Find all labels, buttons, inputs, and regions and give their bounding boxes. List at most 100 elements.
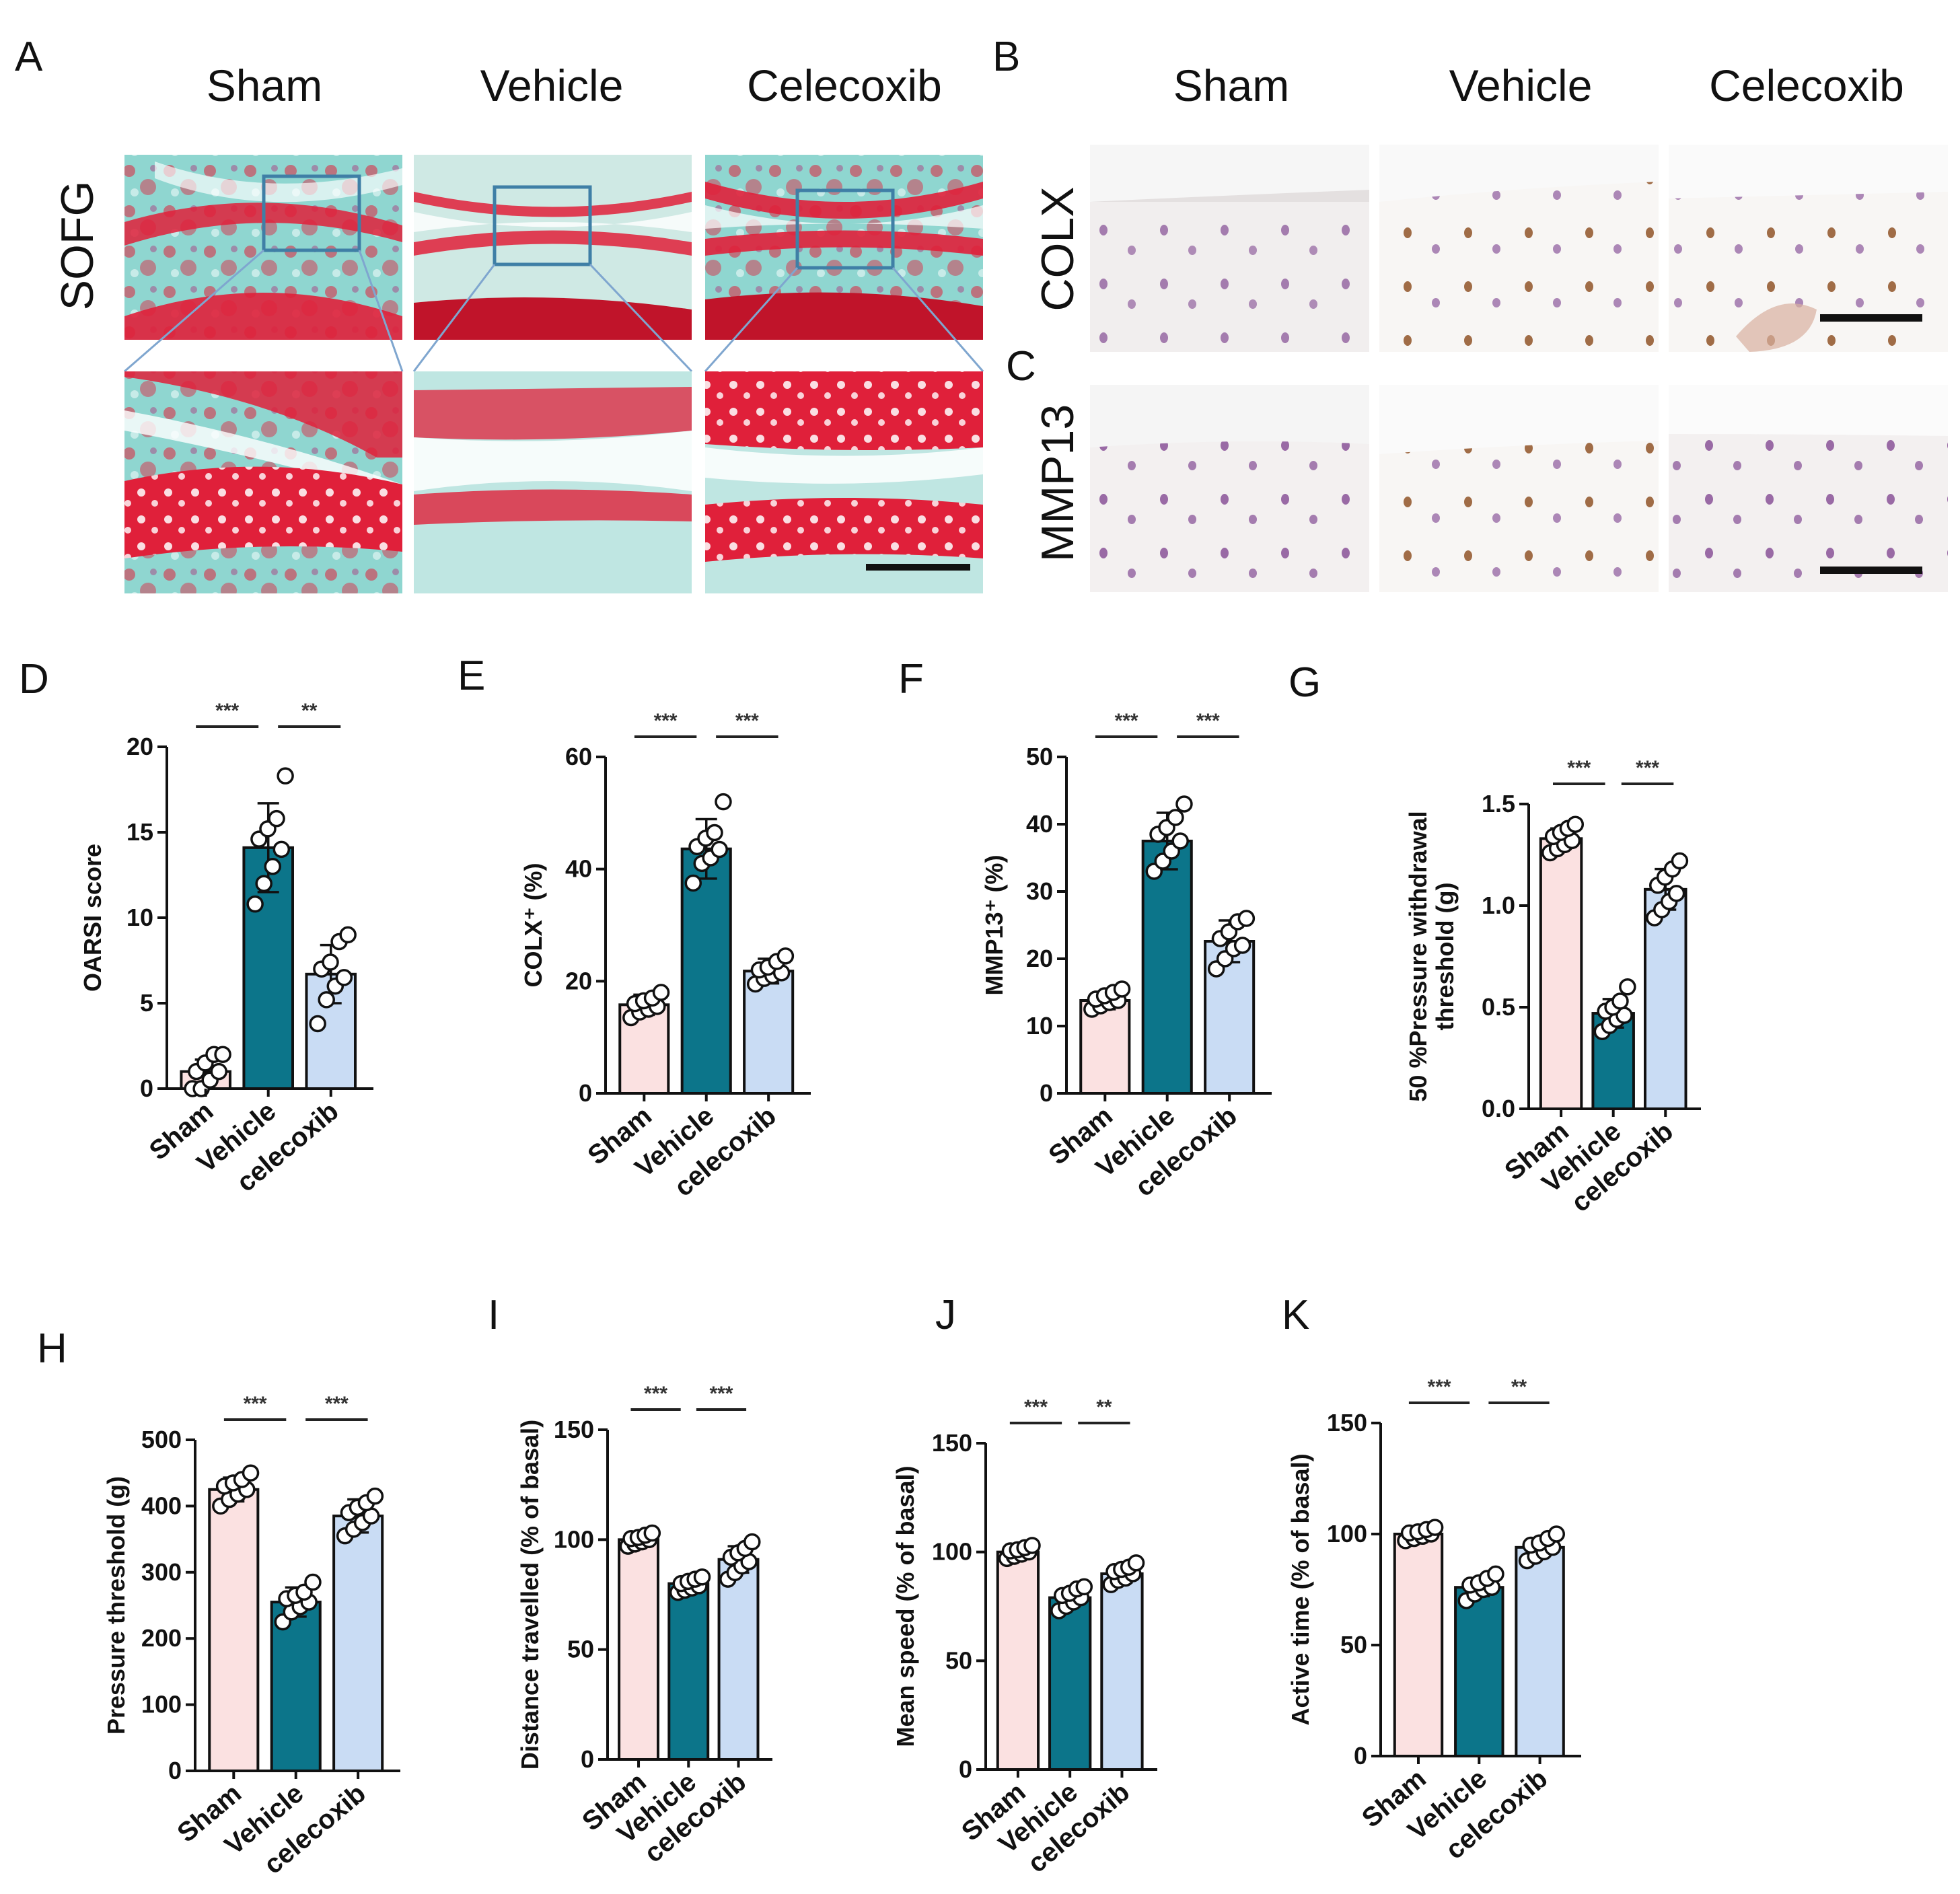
y-tick-label: 150	[932, 1429, 972, 1457]
y-tick-label: 50	[1340, 1631, 1367, 1659]
y-tick-label: 500	[141, 1426, 182, 1453]
data-point	[210, 1062, 228, 1081]
bar-sham	[618, 1538, 659, 1761]
significance-label: **	[1096, 1396, 1112, 1418]
mmp13-sham	[1090, 385, 1369, 592]
panel-b-column-celecoxib: Celecoxib	[1709, 61, 1904, 110]
sofg-vehicle-overview	[414, 155, 692, 340]
y-tick-label: 100	[141, 1691, 182, 1718]
panel-c: C MMP13	[1006, 343, 1948, 592]
bar-celecoxib	[332, 1515, 384, 1772]
y-tick-label: 0.5	[1482, 993, 1515, 1021]
sofg-celecoxib-magnified	[705, 371, 983, 593]
y-tick-label: 150	[554, 1416, 594, 1443]
data-point	[335, 969, 353, 986]
y-tick-label: 10	[126, 904, 153, 931]
data-point	[643, 1524, 661, 1542]
data-point	[1548, 1525, 1565, 1543]
y-tick-label: 300	[141, 1558, 182, 1586]
panel-letter-j: J	[935, 1292, 956, 1338]
data-point	[715, 793, 732, 811]
zoom-box-vehicle	[493, 185, 592, 266]
panel-letter-b: B	[992, 34, 1020, 80]
significance-label: ***	[1196, 710, 1220, 732]
y-tick-label: 50	[567, 1636, 594, 1663]
y-tick-label: 40	[565, 855, 592, 883]
bar-celecoxib	[1515, 1545, 1565, 1758]
significance-label: ***	[1636, 757, 1659, 779]
data-point	[1566, 815, 1585, 833]
data-point	[1487, 1565, 1504, 1583]
sofg-celecoxib-overview	[705, 155, 983, 340]
colx-celecoxib	[1669, 145, 1948, 352]
panel-letter-i: I	[488, 1292, 499, 1338]
data-point	[277, 767, 294, 785]
significance-label: ***	[325, 1393, 349, 1415]
significance-label: ***	[735, 710, 759, 732]
bar-sham	[208, 1488, 260, 1773]
data-point	[304, 1573, 322, 1591]
data-point	[1127, 1554, 1145, 1572]
sofg-vehicle-magnified	[414, 371, 692, 593]
chart-i: I 0 50 100 150 Distance travelled (% of basal…	[488, 1292, 772, 1868]
y-tick-label: 100	[1327, 1520, 1367, 1547]
data-point	[366, 1487, 384, 1505]
data-point	[652, 984, 670, 1001]
significance-label: **	[1511, 1376, 1527, 1398]
data-point	[309, 1015, 326, 1033]
panel-letter-k: K	[1282, 1292, 1309, 1338]
y-tick-label: 0	[140, 1075, 153, 1102]
panel-b-column-vehicle: Vehicle	[1449, 61, 1593, 110]
panel-b-row-label: COLX	[1032, 186, 1083, 311]
panel-b: B Sham Vehicle Celecoxib COLX	[992, 34, 1948, 352]
data-point	[1113, 980, 1131, 998]
data-point	[693, 1568, 711, 1586]
y-axis-label: 50 %Pressure withdrawal	[1404, 811, 1432, 1101]
sofg-sham-magnified	[124, 371, 402, 593]
data-point	[255, 875, 273, 892]
panel-letter-f: F	[898, 656, 924, 702]
data-point	[273, 840, 291, 859]
y-tick-label: 150	[1327, 1409, 1367, 1436]
scale-bar-b	[1820, 314, 1922, 322]
y-tick-label: 200	[141, 1624, 182, 1652]
panel-letter-c: C	[1006, 343, 1036, 390]
data-point	[1619, 978, 1636, 996]
zoom-box-celecoxib	[795, 188, 895, 270]
y-axis-label: threshold (g)	[1431, 883, 1459, 1031]
bar-vehicle	[1454, 1586, 1504, 1757]
y-axis-label: COLX⁺ (%)	[519, 863, 547, 988]
y-tick-label: 10	[1026, 1012, 1053, 1040]
y-tick-label: 15	[126, 818, 153, 846]
panel-letter-e: E	[458, 653, 485, 699]
panel-a-row-label: SOFG	[52, 181, 103, 311]
y-tick-label: 0	[1354, 1742, 1367, 1770]
data-point	[322, 953, 339, 971]
sofg-sham-overview	[124, 155, 402, 340]
data-point	[743, 1533, 761, 1551]
panel-letter-a: A	[15, 34, 43, 80]
y-tick-label: 0	[959, 1755, 972, 1783]
colx-sham	[1090, 145, 1369, 352]
panel-a: A Sham Vehicle Celecoxib SOFG	[15, 34, 984, 593]
data-point	[1233, 937, 1251, 954]
panel-letter-g: G	[1288, 659, 1321, 706]
data-point	[264, 858, 281, 875]
y-tick-label: 0	[581, 1745, 594, 1773]
bar-sham	[1539, 837, 1583, 1110]
data-point	[1075, 1578, 1093, 1596]
bar-sham	[1393, 1533, 1444, 1757]
y-tick-label: 100	[932, 1538, 972, 1566]
y-axis-label: Pressure threshold (g)	[102, 1476, 130, 1735]
significance-label: ***	[215, 700, 239, 722]
y-tick-label: 400	[141, 1492, 182, 1519]
zoom-box-sham	[262, 174, 361, 252]
data-point	[242, 1464, 260, 1482]
y-tick-label: 60	[565, 743, 592, 770]
